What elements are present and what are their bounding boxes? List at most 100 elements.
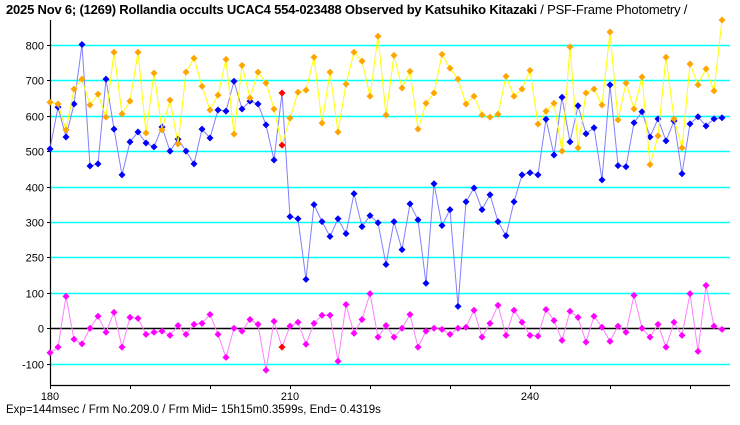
data-point-difference [638, 324, 646, 332]
data-point-target [526, 169, 534, 177]
data-point-target [614, 162, 622, 170]
data-point-difference [246, 315, 254, 323]
data-point-target [350, 190, 358, 198]
data-point-difference [510, 306, 518, 314]
data-point-comparison [286, 114, 294, 122]
data-point-comparison [534, 120, 542, 128]
data-point-target [46, 145, 54, 153]
data-point-target [422, 279, 430, 287]
data-point-target [342, 230, 350, 238]
data-point-comparison [174, 140, 182, 148]
data-point-target [214, 106, 222, 114]
data-point-difference [534, 332, 542, 340]
data-point-difference [142, 330, 150, 338]
data-point-target [678, 170, 686, 178]
data-point-target [262, 121, 270, 129]
data-point-difference [710, 322, 718, 330]
data-point-difference [94, 312, 102, 320]
data-point-target [710, 115, 718, 123]
data-point-comparison [182, 68, 190, 76]
series-comparison [46, 16, 726, 169]
data-point-difference [398, 324, 406, 332]
data-point-difference [134, 314, 142, 322]
data-point-target [118, 171, 126, 179]
series-target [46, 40, 726, 310]
data-point-difference [478, 333, 486, 341]
data-point-comparison [654, 132, 662, 140]
data-point-difference [54, 343, 62, 351]
data-point-comparison [358, 57, 366, 65]
data-point-comparison [134, 48, 142, 56]
data-point-difference [390, 333, 398, 341]
data-point-comparison [718, 16, 726, 24]
data-point-comparison [94, 90, 102, 98]
data-point-target [198, 125, 206, 133]
data-point-difference [542, 306, 550, 314]
data-point-target [310, 201, 318, 209]
data-point-difference [598, 323, 606, 331]
y-tick-label: -100 [22, 360, 44, 372]
data-point-difference [262, 366, 270, 374]
data-point-target [566, 138, 574, 146]
data-point-difference [454, 324, 462, 332]
data-point-difference [670, 318, 678, 326]
data-point-difference [382, 321, 390, 329]
data-point-target [326, 233, 334, 241]
data-point-difference [326, 311, 334, 319]
data-point-comparison [430, 89, 438, 97]
data-point-difference [206, 310, 214, 318]
data-point-difference [62, 292, 70, 300]
data-point-difference [78, 340, 86, 348]
data-point-target [86, 162, 94, 170]
chart-title-main: 2025 Nov 6; (1269) Rollandia occults UCA… [6, 2, 537, 17]
data-point-comparison [70, 85, 78, 93]
data-point-comparison [462, 100, 470, 108]
data-point-difference [302, 340, 310, 348]
data-point-comparison [398, 84, 406, 92]
data-point-target [558, 93, 566, 101]
data-point-comparison [246, 94, 254, 102]
data-point-difference [190, 320, 198, 328]
data-point-target [102, 75, 110, 83]
data-point-target [470, 184, 478, 192]
data-point-difference [182, 330, 190, 338]
data-point-difference [438, 325, 446, 333]
data-point-target [366, 212, 374, 220]
data-point-target [398, 246, 406, 254]
data-point-target [510, 198, 518, 206]
data-point-target [358, 223, 366, 231]
x-tick-label: 240 [521, 391, 539, 403]
x-tick-label: 210 [281, 391, 299, 403]
data-point-target [646, 133, 654, 141]
data-point-target [238, 105, 246, 113]
data-point-difference [414, 343, 422, 351]
data-point-comparison [406, 67, 414, 75]
data-point-comparison [230, 130, 238, 138]
data-point-target [110, 125, 118, 133]
data-point-comparison [342, 80, 350, 88]
data-point-target [166, 147, 174, 155]
data-point-comparison [78, 75, 86, 83]
data-point-target [302, 275, 310, 283]
data-point-target [630, 119, 638, 127]
data-point-target [278, 89, 286, 97]
data-point-target [662, 137, 670, 145]
y-tick-label: 0 [38, 324, 44, 336]
y-tick-label: 700 [26, 76, 44, 88]
data-point-comparison [262, 79, 270, 87]
data-point-difference [462, 323, 470, 331]
data-point-comparison [694, 81, 702, 89]
data-point-difference [662, 343, 670, 351]
data-point-target [150, 143, 158, 151]
data-point-difference [374, 333, 382, 341]
data-point-target [174, 135, 182, 143]
data-point-target [286, 213, 294, 221]
data-point-comparison [46, 98, 54, 106]
data-point-difference [230, 324, 238, 332]
data-point-comparison [86, 101, 94, 109]
data-point-comparison [606, 28, 614, 36]
data-point-comparison [646, 161, 654, 169]
data-point-difference [590, 312, 598, 320]
data-point-difference [70, 335, 78, 343]
data-point-difference [702, 281, 710, 289]
